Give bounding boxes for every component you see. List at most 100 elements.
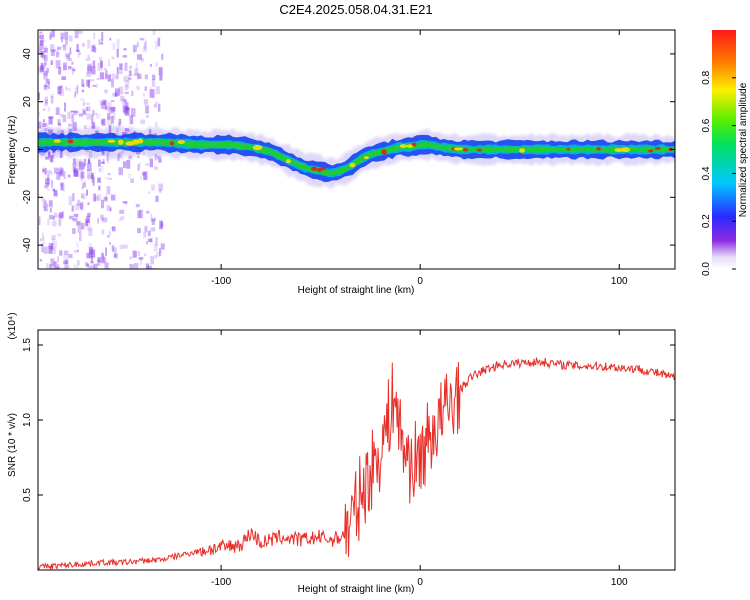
speckle-dot [89,265,95,268]
speckle-dot [47,122,49,131]
speckle-dot [106,185,111,195]
speckle-dot [67,111,72,120]
speckle-dot [150,227,156,232]
speckle-dot [54,241,58,248]
speckle-dot [66,54,71,60]
speckle-dot [77,30,83,34]
speckle-dot [106,156,110,165]
speckle-dot [62,62,68,71]
track-blob [311,166,318,171]
spectrogram-image [38,30,675,269]
speckle-dot [47,182,50,191]
speckle-dot [82,43,85,47]
speckle-dot [104,73,107,80]
speckle-dot [51,49,57,52]
speckle-dot [158,183,163,191]
speckle-dot [79,232,82,242]
colorbar-tick-label: 0.8 [701,70,712,84]
track-blob [273,151,278,157]
speckle-dot [56,172,61,180]
colorbar-label: Normalized spectral amplitude [738,82,749,217]
speckle-dot [131,90,134,97]
speckle-dot [48,81,50,90]
speckle-dot [76,49,80,52]
speckle-dot [159,188,162,193]
speckle-dot [85,106,89,111]
speckle-dot [73,264,79,269]
speckle-dot [57,86,62,94]
speckle-dot [112,226,116,232]
speckle-dot [82,83,85,87]
speckle-dot [61,267,67,269]
speckle-dot [43,84,48,90]
track-blob [303,166,310,170]
speckle-dot [153,103,157,108]
y-tick-label: -20 [22,190,33,205]
track-blob [117,139,124,145]
speckle-dot [64,31,69,40]
speckle-dot [61,76,67,81]
track-blob [208,142,217,147]
speckle-dot [60,183,63,187]
track-blob [72,139,80,143]
track-blob [248,144,254,150]
speckle-dot [85,221,89,227]
speckle-dot [86,113,92,120]
colorbar-tick-label: 0.2 [701,214,712,228]
speckle-dot [93,263,98,269]
speckle-dot [119,63,123,71]
speckle-dot [42,236,45,239]
speckle-dot [96,114,101,119]
speckle-noise [38,30,165,269]
y-tick-label: 0 [22,146,33,152]
speckle-dot [86,215,90,223]
snr-y-multiplier: (x10⁴) [7,312,18,339]
speckle-dot [75,203,79,211]
speckle-dot [107,101,112,111]
speckle-dot [111,245,115,252]
speckle-dot [126,159,131,169]
speckle-dot [105,176,107,180]
speckle-dot [48,116,54,119]
speckle-dot [82,182,87,188]
speckle-dot [57,119,61,125]
spectrogram-x-ticks: -100 0 100 [211,30,628,287]
speckle-dot [133,73,138,76]
speckle-dot [101,229,105,235]
track-blob [519,148,526,153]
speckle-dot [58,169,63,174]
speckle-dot [116,38,120,48]
speckle-dot [92,109,95,116]
speckle-dot [81,89,85,93]
track-blob [476,148,483,152]
speckle-dot [86,221,91,231]
speckle-dot [96,258,101,263]
speckle-dot [64,264,67,269]
speckle-dot [138,257,144,260]
speckle-dot [157,37,161,47]
speckle-dot [85,57,91,61]
speckle-dot [160,223,164,227]
speckle-dot [124,99,127,103]
speckle-dot [104,262,109,269]
speckle-dot [87,263,90,268]
speckle-dot [98,39,101,46]
speckle-dot [134,68,139,74]
speckle-dot [87,63,92,72]
colorbar-tick-label: 0.0 [701,262,712,276]
track-blob [107,139,116,143]
speckle-dot [140,258,142,265]
speckle-dot [99,257,105,263]
speckle-dot [145,40,147,46]
speckle-dot [94,196,99,201]
track-blob [295,162,305,167]
speckle-dot [39,31,43,34]
speckle-dot [119,71,123,74]
speckle-dot [144,42,146,50]
speckle-dot [38,48,43,55]
speckle-dot [116,48,119,58]
speckle-dot [49,44,55,52]
speckle-dot [71,205,75,212]
speckle-dot [46,263,49,269]
speckle-dot [50,155,53,163]
